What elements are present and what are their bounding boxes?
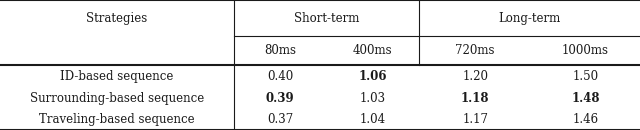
Text: 1.06: 1.06	[358, 70, 387, 83]
Text: 1.50: 1.50	[573, 70, 598, 83]
Text: 1.17: 1.17	[462, 113, 488, 126]
Text: Traveling-based sequence: Traveling-based sequence	[39, 113, 195, 126]
Text: 400ms: 400ms	[353, 44, 392, 57]
Text: 0.40: 0.40	[267, 70, 293, 83]
Text: Short-term: Short-term	[294, 12, 359, 25]
Text: 1.03: 1.03	[360, 92, 386, 105]
Text: ID-based sequence: ID-based sequence	[60, 70, 173, 83]
Text: Long-term: Long-term	[499, 12, 561, 25]
Text: 1.04: 1.04	[360, 113, 386, 126]
Text: Strategies: Strategies	[86, 12, 147, 25]
Text: 720ms: 720ms	[456, 44, 495, 57]
Text: 1.18: 1.18	[461, 92, 490, 105]
Text: Surrounding-based sequence: Surrounding-based sequence	[29, 92, 204, 105]
Text: 1.48: 1.48	[572, 92, 600, 105]
Text: 0.37: 0.37	[267, 113, 293, 126]
Text: 1000ms: 1000ms	[562, 44, 609, 57]
Text: 1.20: 1.20	[462, 70, 488, 83]
Text: 0.39: 0.39	[266, 92, 294, 105]
Text: 1.46: 1.46	[573, 113, 598, 126]
Text: 80ms: 80ms	[264, 44, 296, 57]
